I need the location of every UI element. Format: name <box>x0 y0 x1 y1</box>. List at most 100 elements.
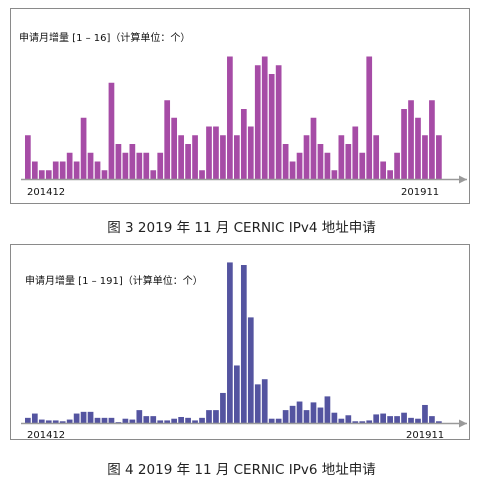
ipv4-bar-201711 <box>268 74 275 179</box>
ipv6-bar-201512 <box>108 417 115 423</box>
ipv6-bar-201611 <box>185 417 191 423</box>
ipv4-bar-201612 <box>192 135 198 179</box>
ipv6-bar-201911 <box>436 421 442 423</box>
ipv4-bar-201908 <box>415 117 421 179</box>
ipv6-bar-201903 <box>380 413 387 423</box>
ipv6-y-axis-label: 申请月增量 [1 – 191]（计算单位：个） <box>25 276 203 287</box>
ipv6-chart-frame: 申请月增量 [1 – 191]（计算单位：个） 201412 201911 <box>10 244 470 441</box>
ipv6-bar-201803 <box>296 401 303 423</box>
ipv6-bar-201801 <box>282 410 289 423</box>
ipv6-bar-201604 <box>136 410 143 423</box>
ipv4-bar-201703 <box>213 126 219 179</box>
ipv4-bar-201904 <box>387 170 393 179</box>
ipv4-bar-201705 <box>227 56 233 179</box>
ipv6-bar-201705 <box>227 262 233 423</box>
ipv4-bar-201604 <box>136 152 143 179</box>
ipv4-bar-201609 <box>171 117 178 179</box>
ipv6-bar-201706 <box>234 365 240 423</box>
ipv6-bar-201612 <box>192 420 198 423</box>
ipv4-x-tick-end: 201911 <box>401 187 440 198</box>
ipv6-bar-201505 <box>59 421 66 423</box>
ipv6-bar-201904 <box>387 416 393 423</box>
ipv6-bar-201605 <box>143 416 150 423</box>
ipv4-bar-201901 <box>366 56 373 179</box>
ipv4-bar-chart <box>21 56 467 184</box>
ipv4-bar-201701 <box>199 170 205 179</box>
ipv6-bar-201412 <box>25 417 31 423</box>
ipv4-bar-201906 <box>401 109 407 179</box>
ipv4-bar-201606 <box>150 170 157 179</box>
ipv6-bar-201510 <box>94 417 101 423</box>
ipv4-bar-201812 <box>359 152 366 179</box>
ipv4-bar-201511 <box>101 170 108 179</box>
ipv6-bar-201809 <box>338 418 345 423</box>
ipv6-bar-201710 <box>261 379 268 423</box>
ipv4-bar-201902 <box>373 135 380 179</box>
ipv4-bar-201802 <box>289 161 296 179</box>
ipv6-bar-201905 <box>394 416 400 423</box>
ipv6-bar-201907 <box>408 417 414 423</box>
ipv4-bar-201805 <box>310 117 317 179</box>
ipv4-bar-201506 <box>66 152 73 179</box>
ipv4-bar-201907 <box>408 100 414 179</box>
ipv6-bar-201508 <box>80 411 87 423</box>
ipv4-bar-201608 <box>164 100 171 179</box>
ipv6-bar-201502 <box>38 419 45 423</box>
ipv6-bar-201701 <box>199 417 205 423</box>
ipv4-bar-201510 <box>94 161 101 179</box>
ipv6-bar-201609 <box>171 418 178 423</box>
ipv4-bar-201603 <box>129 144 136 179</box>
ipv4-bar-201712 <box>275 65 282 179</box>
ipv6-bar-201708 <box>247 317 254 423</box>
ipv6-bar-201909 <box>422 404 428 423</box>
ipv6-bar-201811 <box>352 421 359 423</box>
ipv4-bar-201602 <box>122 152 129 179</box>
ipv6-bar-201707 <box>240 265 247 423</box>
ipv4-bar-201707 <box>240 109 247 179</box>
ipv4-bar-201507 <box>73 161 80 179</box>
ipv4-bar-201504 <box>52 161 59 179</box>
ipv4-bar-201903 <box>380 161 387 179</box>
ipv4-bar-201804 <box>303 135 310 179</box>
ipv6-bar-201608 <box>164 420 171 423</box>
ipv6-x-tick-end: 201911 <box>406 430 445 441</box>
ipv4-chart-frame: 申请月增量 [1 – 16]（计算单位：个） 201412 201911 <box>10 8 470 204</box>
ipv6-bar-201712 <box>275 418 282 423</box>
ipv6-bar-201810 <box>345 415 352 423</box>
ipv4-bar-201601 <box>115 144 122 179</box>
ipv6-x-tick-start: 201412 <box>27 430 66 441</box>
ipv4-x-axis-arrow-icon <box>459 175 467 184</box>
ipv6-bar-201501 <box>31 413 38 423</box>
ipv4-bar-201807 <box>324 152 331 179</box>
ipv4-bar-201412 <box>25 135 31 179</box>
ipv4-bar-201911 <box>436 135 442 179</box>
ipv4-bar-201512 <box>108 82 115 179</box>
ipv4-bar-201611 <box>185 144 191 179</box>
ipv4-bar-201811 <box>352 126 359 179</box>
ipv6-bar-201509 <box>87 411 94 423</box>
ipv6-bar-201504 <box>52 420 59 423</box>
ipv4-bar-201605 <box>143 152 150 179</box>
ipv4-bar-201501 <box>31 161 38 179</box>
ipv4-bar-201505 <box>59 161 66 179</box>
ipv4-bar-201610 <box>178 135 184 179</box>
ipv6-bar-201806 <box>317 407 324 423</box>
ipv4-chart-panel: 申请月增量 [1 – 16]（计算单位：个） 201412 201911 图 3… <box>0 0 483 240</box>
ipv6-bar-201610 <box>178 416 184 423</box>
ipv4-bar-201806 <box>317 144 324 179</box>
ipv6-bar-201906 <box>401 412 407 423</box>
ipv6-bar-201606 <box>150 416 157 423</box>
ipv4-bar-201709 <box>254 65 261 179</box>
ipv4-bar-201808 <box>331 170 338 179</box>
ipv6-bar-201602 <box>122 418 129 423</box>
ipv4-bar-201508 <box>80 117 87 179</box>
ipv6-bar-201711 <box>268 418 275 423</box>
ipv6-bar-201808 <box>331 412 338 423</box>
ipv6-bar-201511 <box>101 417 108 423</box>
ipv6-figure-caption: 图 4 2019 年 11 月 CERNIC IPv6 地址申请 <box>107 462 376 478</box>
ipv4-bar-201910 <box>429 100 435 179</box>
ipv6-bar-201503 <box>45 420 52 423</box>
ipv6-bar-201709 <box>254 384 261 423</box>
ipv6-bar-201805 <box>310 402 317 423</box>
ipv4-bar-201708 <box>247 126 254 179</box>
